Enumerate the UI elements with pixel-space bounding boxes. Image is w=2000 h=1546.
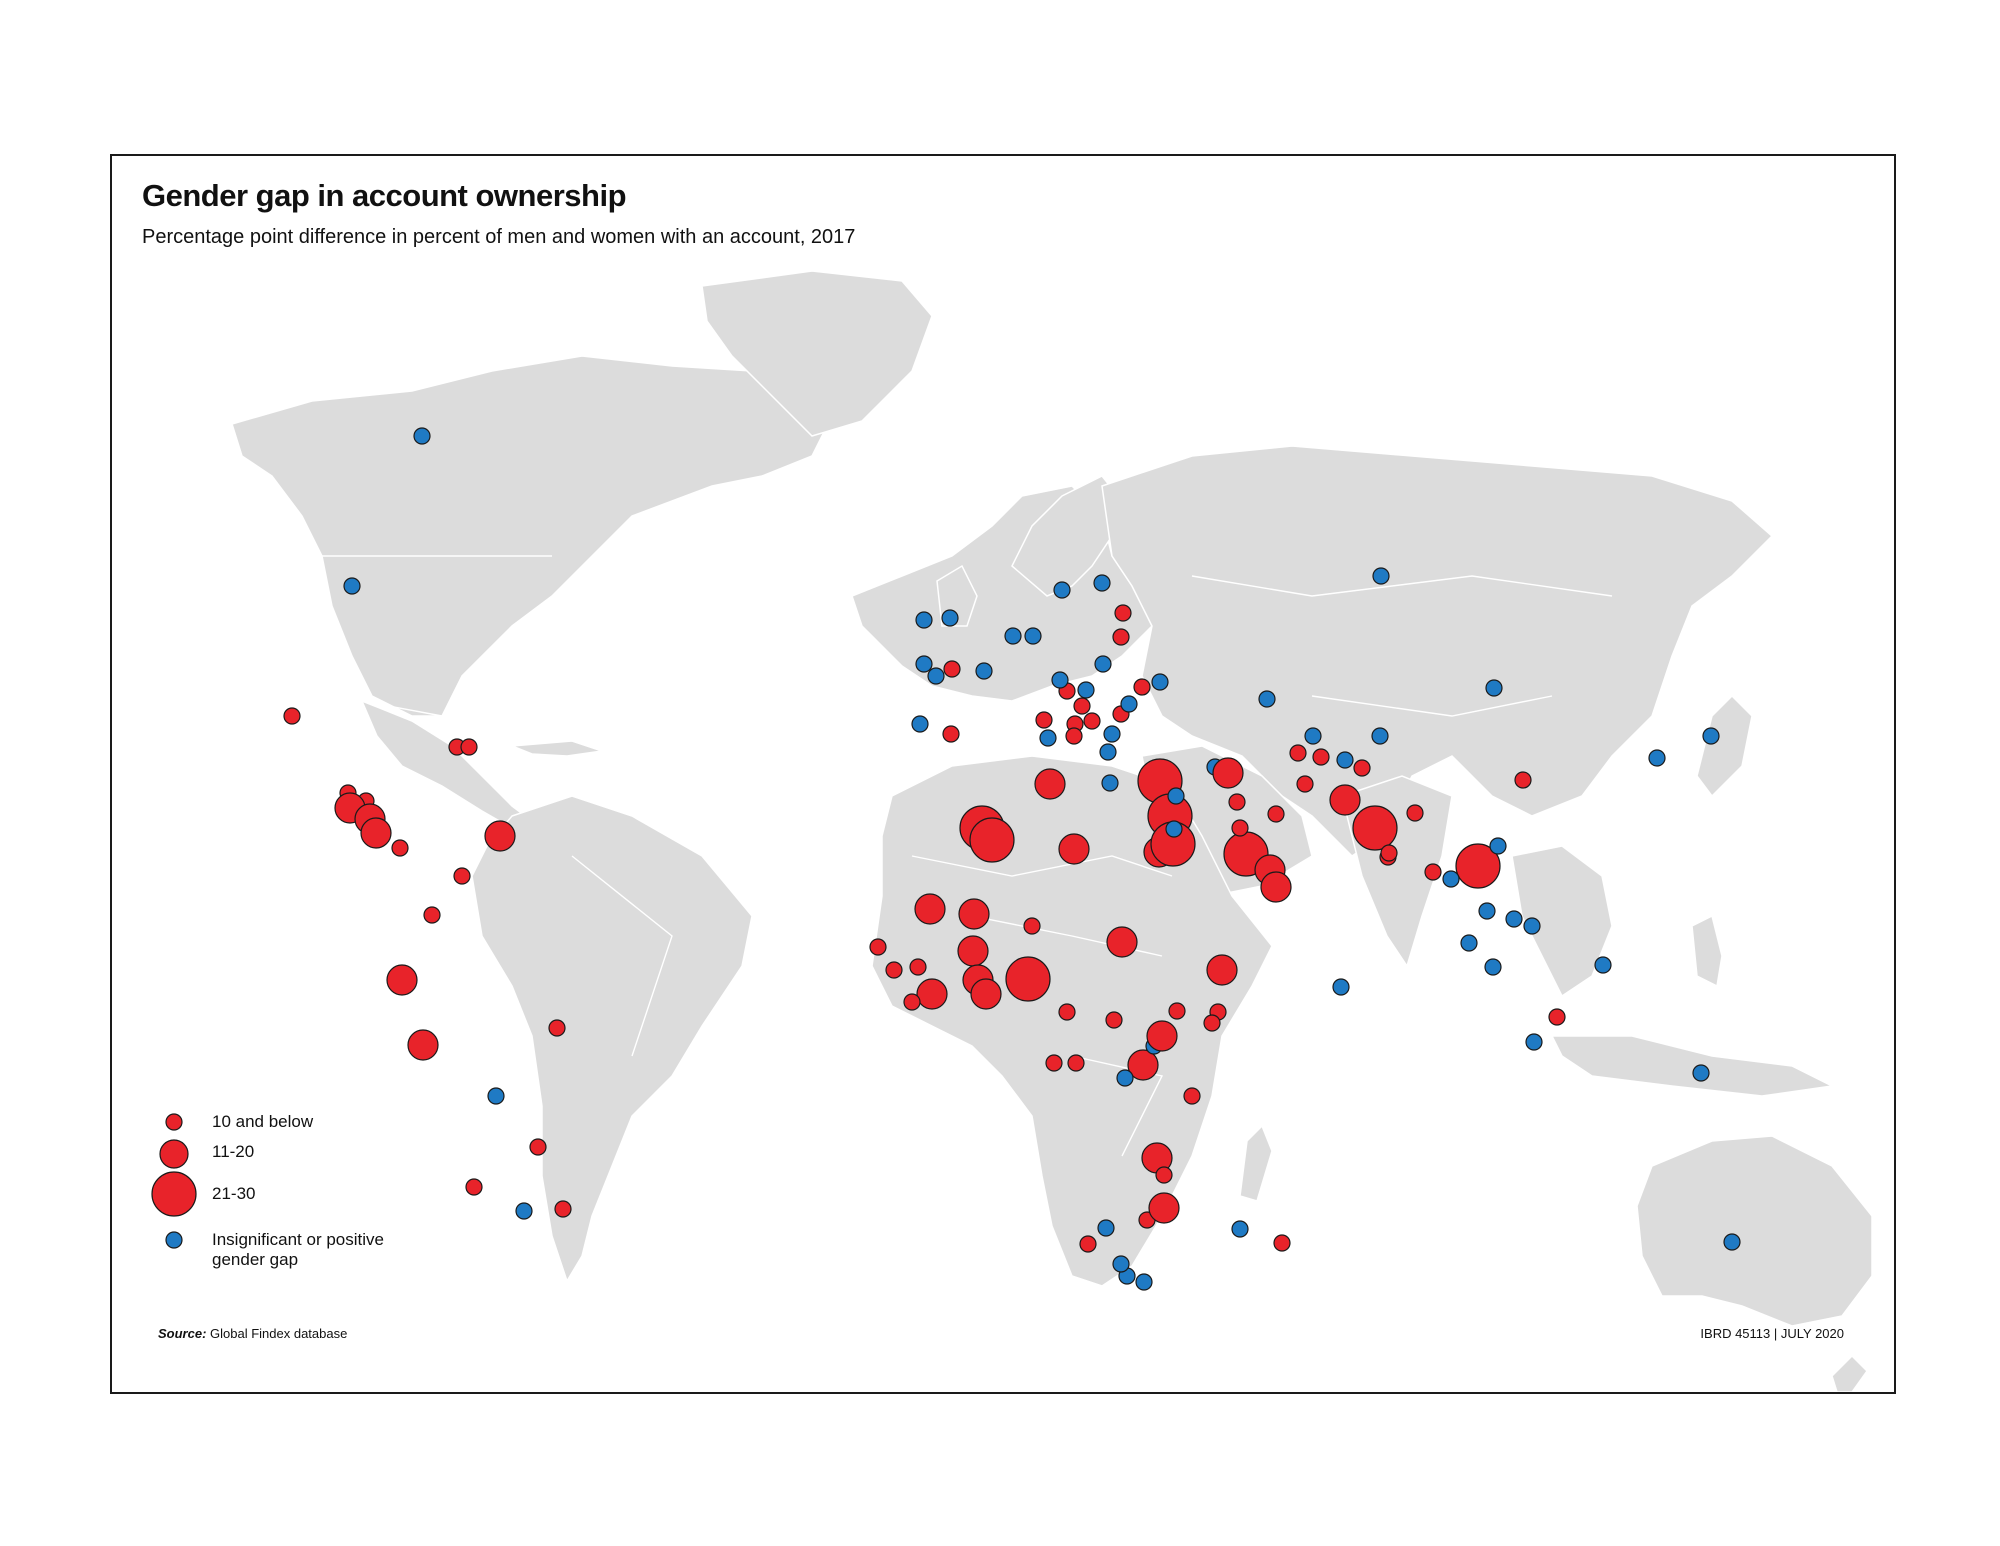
land-japan: [1696, 694, 1753, 798]
legend-label-large: 21-30: [212, 1184, 256, 1203]
map-title: Gender gap in account ownership: [142, 178, 627, 213]
map-frame: Gender gap in account ownership Percenta…: [110, 154, 1896, 1394]
landmasses: [231, 270, 1873, 1392]
land-new-zealand: [1831, 1354, 1868, 1392]
land-southeast-asia: [1511, 845, 1613, 998]
land-india: [1341, 775, 1453, 968]
land-indonesia: [1550, 1035, 1835, 1097]
source-label: Source:: [158, 1326, 207, 1341]
land-caribbean: [511, 740, 603, 757]
legend-label-small: 10 and below: [212, 1112, 314, 1131]
source-text: Global Findex database: [210, 1326, 348, 1341]
land-madagascar: [1239, 1124, 1273, 1202]
map-subtitle: Percentage point difference in percent o…: [142, 226, 856, 248]
land-south-america: [471, 795, 753, 1283]
map-id-date: IBRD 45113 | JULY 2020: [1700, 1326, 1844, 1341]
map-id: IBRD 45113: [1700, 1326, 1771, 1341]
legend-label-blue-line2: gender gap: [212, 1250, 299, 1269]
map-date: JULY 2020: [1780, 1326, 1844, 1341]
legend-label-blue-line1: Insignificant or positive: [212, 1230, 384, 1249]
land-philippines: [1691, 914, 1723, 988]
world-map: [231, 270, 1873, 1392]
land-north-america: [231, 355, 833, 717]
source-note: Source: Global Findex database: [158, 1326, 347, 1341]
land-greenland: [701, 270, 933, 437]
land-central-america: [360, 699, 534, 832]
land-australia: [1636, 1135, 1873, 1327]
legend-label-medium: 11-20: [212, 1142, 255, 1161]
land-asia: [1101, 445, 1774, 857]
